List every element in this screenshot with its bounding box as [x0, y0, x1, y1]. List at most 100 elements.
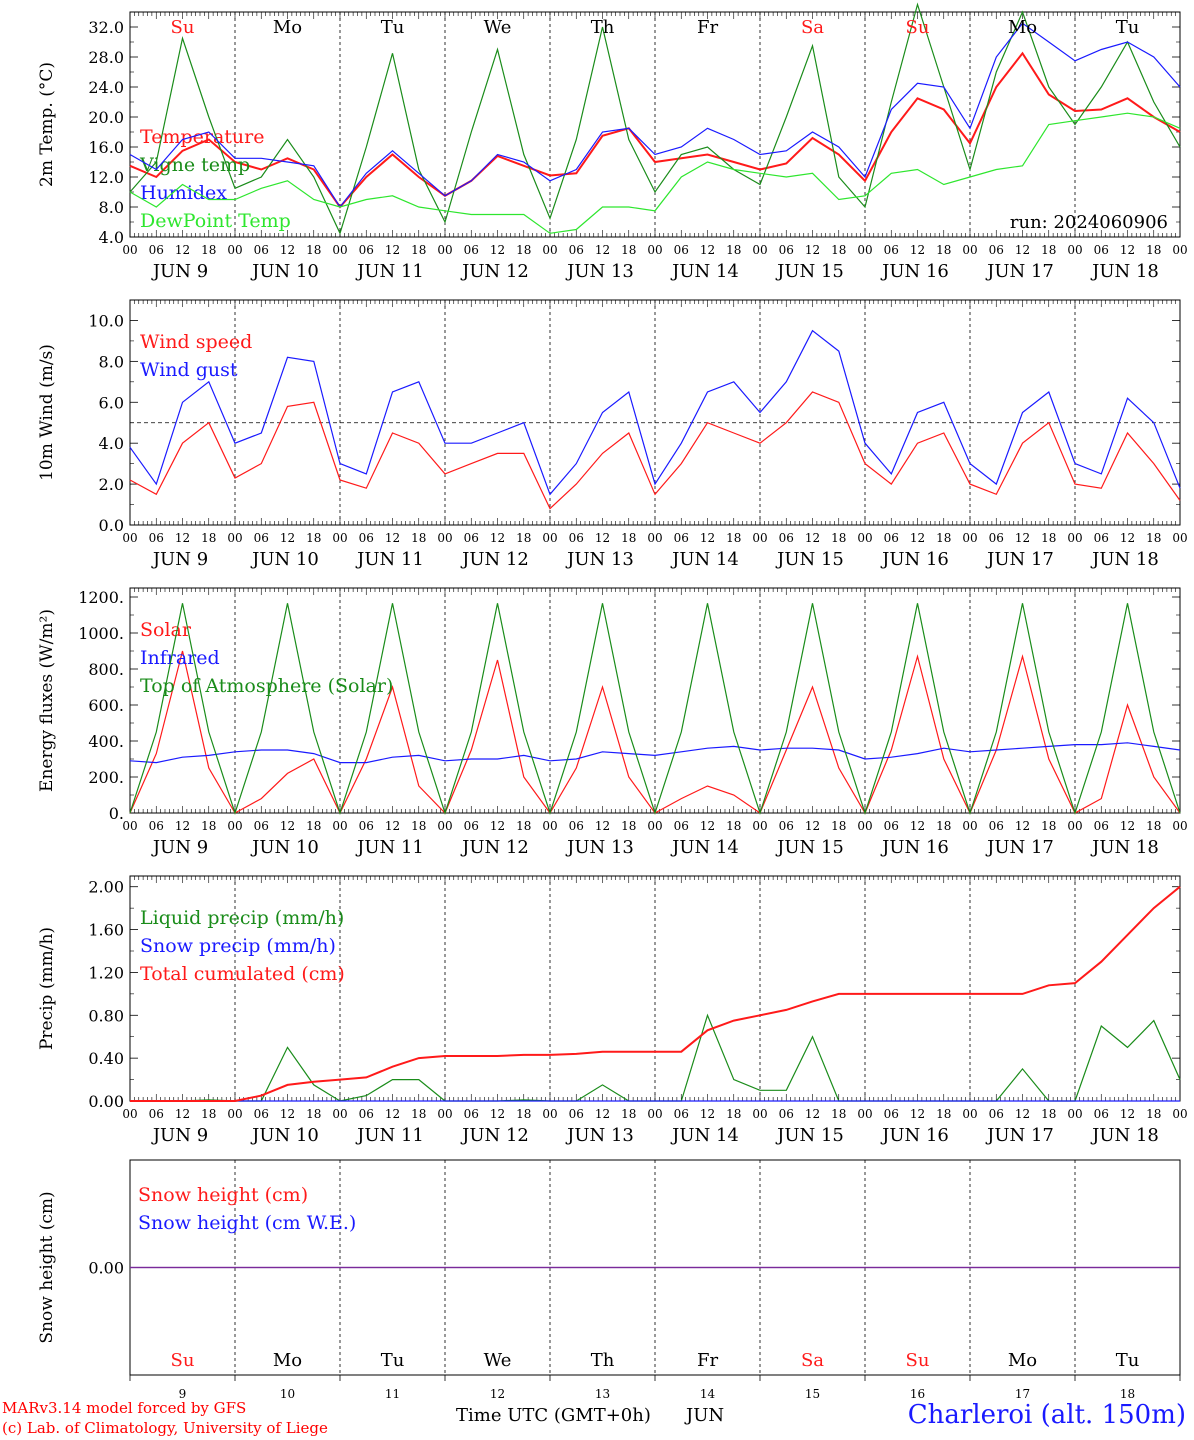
hour-label: 00: [1172, 243, 1187, 257]
date-label: JUN 14: [670, 837, 739, 858]
y-tick-label: 28.0: [88, 48, 124, 67]
hour-label: 00: [857, 531, 872, 545]
hour-label: 06: [989, 1107, 1004, 1121]
hour-label: 00: [437, 531, 452, 545]
day-label: We: [484, 1350, 512, 1371]
hour-label: 00: [962, 531, 977, 545]
date-label: JUN 18: [1090, 837, 1159, 858]
hour-label: 18: [1146, 819, 1161, 833]
hour-label: 00: [962, 243, 977, 257]
hour-label: 18: [516, 1107, 531, 1121]
legend-entry: Top of Atmosphere (Solar): [140, 675, 393, 697]
y-tick-label: 20.0: [88, 108, 124, 127]
date-label: JUN 9: [151, 261, 208, 282]
day-label: Mo: [1008, 1350, 1037, 1371]
date-label: JUN 14: [670, 261, 739, 282]
hour-label: 06: [1094, 819, 1109, 833]
day-number: 16: [910, 1387, 925, 1401]
day-label: Th: [591, 1350, 615, 1371]
hour-label: 06: [779, 243, 794, 257]
hour-label: 18: [516, 531, 531, 545]
date-label: JUN 10: [250, 837, 319, 858]
hour-label: 00: [122, 243, 137, 257]
y-tick-label: 8.0: [99, 198, 124, 217]
hour-label: 18: [306, 243, 321, 257]
hour-label: 00: [122, 531, 137, 545]
date-label: JUN 16: [880, 837, 949, 858]
y-axis-label: Precip (mm/h): [37, 927, 57, 1050]
date-label: JUN 13: [565, 837, 634, 858]
hour-label: 00: [332, 243, 347, 257]
day-label: Su: [906, 1350, 930, 1371]
y-axis-label: Snow height (cm): [37, 1191, 57, 1343]
legend-entry: Vigne temp: [139, 154, 250, 176]
date-label: JUN 18: [1090, 1125, 1159, 1146]
day-label: Tu: [381, 1350, 405, 1371]
y-tick-label: 200.: [88, 768, 124, 787]
hour-label: 18: [411, 243, 426, 257]
hour-label: 18: [516, 819, 531, 833]
date-label: JUN 16: [880, 549, 949, 570]
day-label: Su: [171, 17, 195, 38]
hour-label: 12: [175, 1107, 190, 1121]
hour-label: 06: [569, 819, 584, 833]
series-line-dewpoint-temp: [129, 112, 1181, 234]
hour-label: 12: [385, 819, 400, 833]
hour-label: 18: [831, 531, 846, 545]
y-axis-label: 2m Temp. (°C): [37, 62, 57, 187]
hour-label: 12: [280, 243, 295, 257]
legend-entry: Liquid precip (mm/h): [140, 907, 344, 929]
y-tick-label: 24.0: [88, 78, 124, 97]
hour-label: 12: [175, 243, 190, 257]
hour-label: 18: [1041, 1107, 1056, 1121]
legend-entry: Wind speed: [140, 331, 252, 353]
date-label: JUN 11: [355, 261, 424, 282]
hour-label: 06: [254, 243, 269, 257]
hour-label: 12: [910, 243, 925, 257]
hour-label: 12: [700, 1107, 715, 1121]
hour-label: 00: [332, 1107, 347, 1121]
legend-entry: Solar: [140, 619, 192, 641]
run-label: run: 2024060906: [1010, 212, 1168, 233]
hour-label: 12: [805, 1107, 820, 1121]
hour-label: 00: [752, 531, 767, 545]
hour-label: 12: [1015, 819, 1030, 833]
hour-label: 06: [884, 243, 899, 257]
legend-entry: Humidex: [140, 182, 227, 204]
y-tick-label: 10.0: [88, 311, 124, 330]
legend-entry: Wind gust: [140, 359, 238, 381]
hour-label: 06: [1094, 243, 1109, 257]
hour-label: 06: [779, 1107, 794, 1121]
hour-label: 12: [595, 243, 610, 257]
date-label: JUN 12: [460, 549, 529, 570]
y-tick-label: 1200.: [78, 588, 124, 607]
hour-label: 18: [1146, 531, 1161, 545]
hour-label: 00: [122, 819, 137, 833]
hour-label: 06: [464, 531, 479, 545]
hour-label: 18: [621, 819, 636, 833]
y-tick-label: 600.: [88, 696, 124, 715]
panel-frame-1: [129, 11, 1181, 238]
station-title: Charleroi (alt. 150m): [907, 1400, 1186, 1430]
date-label: JUN 15: [775, 261, 844, 282]
hour-label: 12: [700, 819, 715, 833]
hour-label: 06: [989, 531, 1004, 545]
y-tick-label: 4.0: [99, 228, 124, 247]
hour-label: 00: [752, 243, 767, 257]
hour-label: 00: [542, 1107, 557, 1121]
legend-entry: Temperature: [140, 126, 264, 148]
hour-label: 18: [831, 243, 846, 257]
hour-label: 18: [621, 243, 636, 257]
day-number: 14: [700, 1387, 716, 1401]
day-label: Mo: [273, 17, 302, 38]
hour-label: 00: [857, 1107, 872, 1121]
hour-label: 06: [674, 531, 689, 545]
hour-label: 18: [1041, 531, 1056, 545]
hour-label: 06: [149, 1107, 164, 1121]
legend-entry: Snow height (cm): [138, 1184, 308, 1206]
date-label: JUN 11: [355, 837, 424, 858]
hour-label: 06: [989, 819, 1004, 833]
hour-label: 18: [201, 819, 216, 833]
hour-label: 18: [936, 243, 951, 257]
hour-label: 00: [752, 819, 767, 833]
